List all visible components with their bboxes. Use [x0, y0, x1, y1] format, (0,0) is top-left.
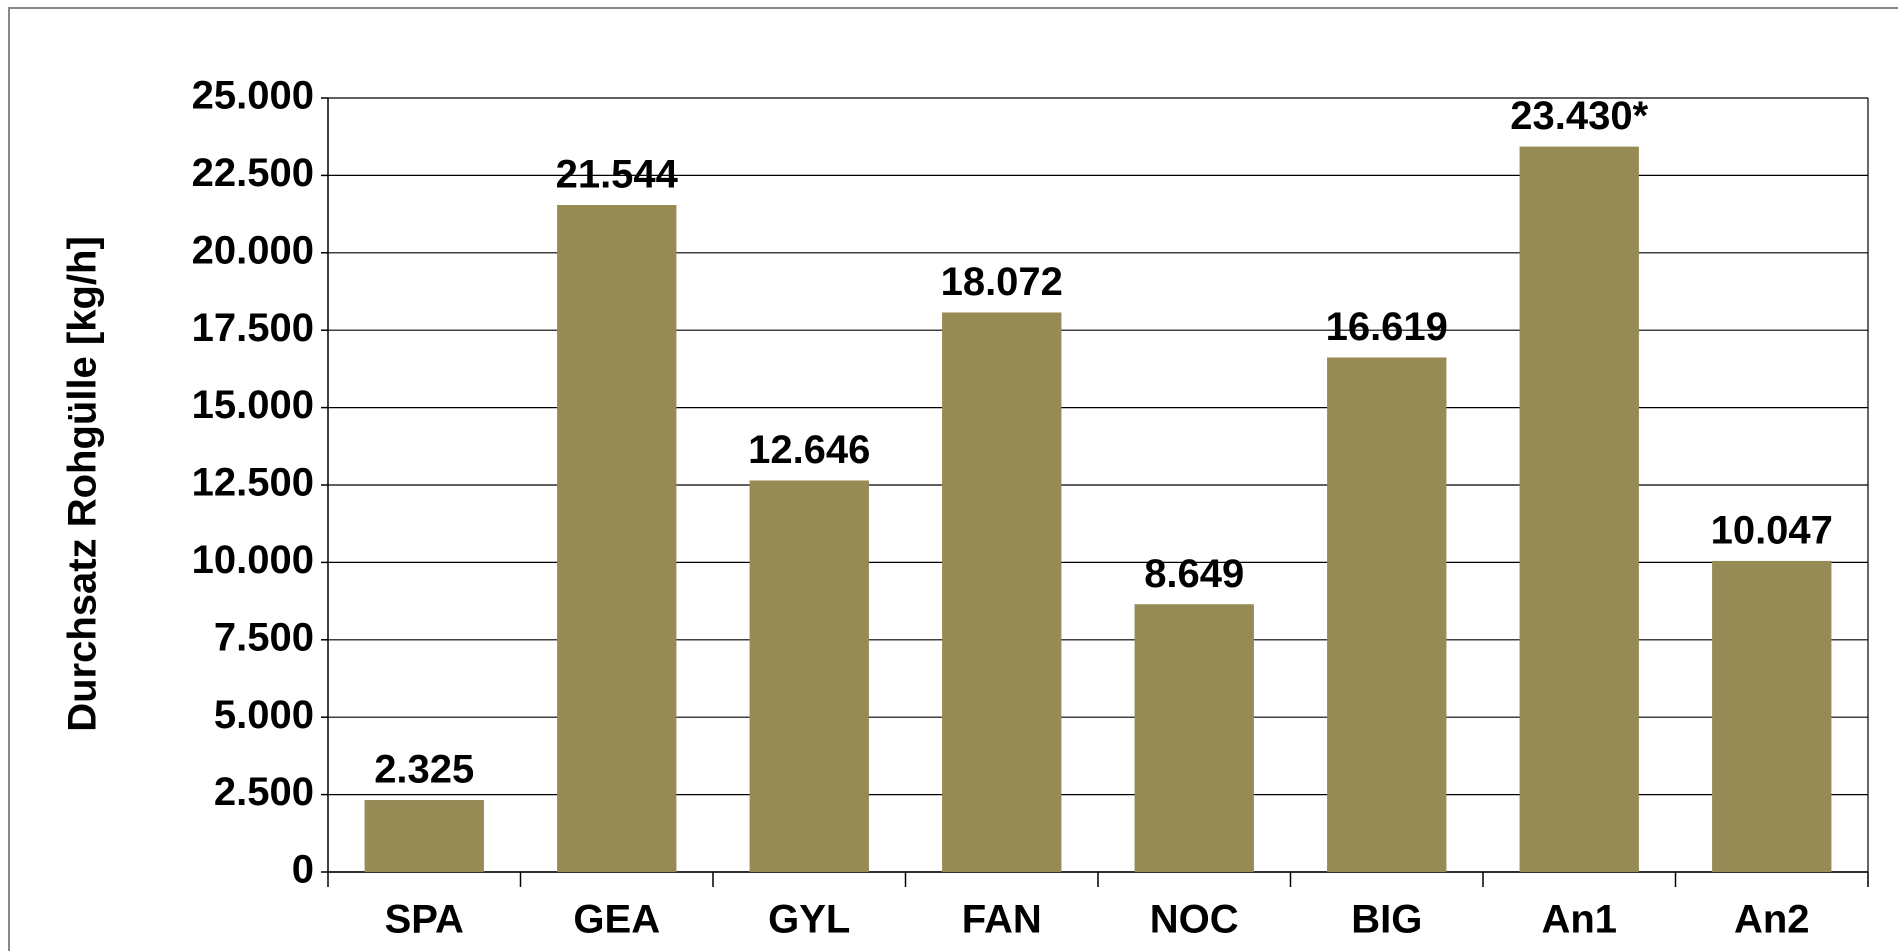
x-tick-label: BIG: [1351, 898, 1422, 942]
y-tick-label: 25.000: [192, 74, 314, 118]
y-axis-title: Durchsatz Rohgülle [kg/h]: [61, 236, 105, 732]
x-tick-label: SPA: [385, 898, 464, 942]
x-tick-label: An1: [1541, 898, 1617, 942]
data-label: 8.649: [1144, 552, 1244, 596]
y-tick-label: 17.500: [192, 306, 314, 350]
data-label: 23.430*: [1510, 94, 1648, 138]
y-tick-label: 2.500: [214, 770, 314, 814]
data-label: 16.619: [1326, 305, 1448, 349]
bar: [942, 312, 1062, 873]
data-label: 21.544: [556, 153, 679, 197]
y-tick-label: 22.500: [192, 151, 314, 195]
y-tick-label: 7.500: [214, 615, 314, 659]
x-tick-label: GYL: [768, 898, 850, 942]
bar: [1134, 604, 1254, 872]
data-label: 2.325: [374, 748, 474, 792]
data-label: 10.047: [1711, 509, 1833, 553]
y-tick-label: 10.000: [192, 538, 314, 582]
bar: [1327, 357, 1447, 872]
x-tick-label: NOC: [1150, 898, 1239, 942]
bar: [749, 480, 869, 872]
y-tick-label: 0: [292, 848, 314, 892]
data-label: 18.072: [941, 260, 1063, 304]
x-tick-label: GEA: [573, 898, 660, 942]
bar: [557, 204, 677, 873]
bar: [1712, 560, 1832, 872]
y-tick-label: 12.500: [192, 461, 314, 505]
y-tick-label: 15.000: [192, 383, 314, 427]
y-tick-label: 20.000: [192, 228, 314, 272]
bar: [364, 800, 484, 872]
data-label: 12.646: [748, 428, 870, 472]
x-tick-label: FAN: [962, 898, 1042, 942]
bar: [1519, 146, 1639, 873]
y-tick-label: 5.000: [214, 693, 314, 737]
frame: [8, 7, 1898, 951]
x-tick-label: An2: [1734, 898, 1810, 942]
